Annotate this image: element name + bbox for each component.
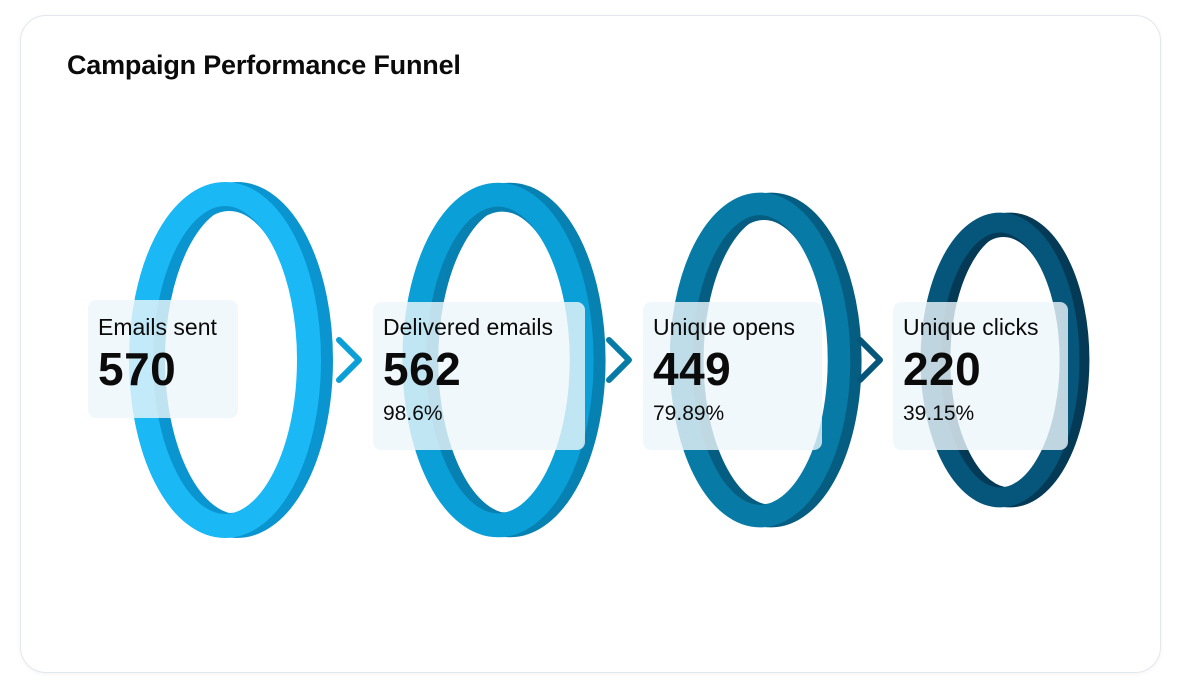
stage-1: Emails sent 570 [98,314,217,394]
stage-percent: 98.6% [383,402,443,425]
stage-4: Unique clicks 220 39.15% [903,314,1039,426]
stage-label: Emails sent [98,314,217,340]
stage-value: 449 [653,343,732,395]
stage-value: 220 [903,343,982,395]
stage-value: 562 [383,343,462,395]
stage-percent: 39.15% [903,402,975,425]
stage-panel-3 [643,302,822,450]
stage-3: Unique opens 449 79.89% [653,314,795,426]
stage-value: 570 [98,343,177,395]
chevron-right-icon [336,337,362,383]
stage-panel-2 [373,302,585,450]
chevron-right-icon [857,337,883,383]
stage-2: Delivered emails 562 98.6% [383,314,553,426]
stage-label: Delivered emails [383,314,554,340]
chevron-right-icon [606,337,632,383]
chart-title: Campaign Performance Funnel [67,50,461,80]
stage-panel-1 [88,300,238,418]
stage-label: Unique opens [653,314,795,340]
stage-label: Unique clicks [903,314,1039,340]
stage-panel-4 [893,302,1068,450]
stage-percent: 79.89% [653,402,725,425]
